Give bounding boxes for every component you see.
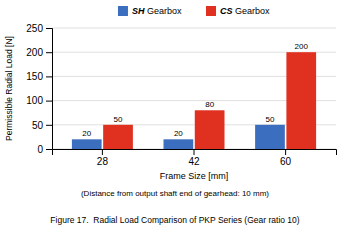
data-labels: 20 20 50 50 80 200 xyxy=(82,42,308,138)
plot: 0 50 100 150 200 250 28 42 60 20 20 50 50 80 200 xyxy=(26,23,336,167)
legend-swatch xyxy=(118,6,128,16)
legend: SH Gearbox CS Gearbox xyxy=(118,6,270,16)
data-label: 200 xyxy=(295,42,309,51)
tick-mark xyxy=(46,76,52,77)
axis-line xyxy=(53,150,337,156)
subtitle: (Distance from output shaft end of gearh… xyxy=(81,189,269,198)
grid xyxy=(52,28,336,149)
tick-mark xyxy=(46,28,52,29)
tick-mark xyxy=(46,52,52,53)
x-axis-title: Frame Size [mm] xyxy=(160,171,229,181)
tick-label: 200 xyxy=(26,47,43,58)
title: Figure 17. Radial Load Comparison of PKP… xyxy=(50,215,299,225)
axis-line xyxy=(46,29,53,150)
x-tick: 60 xyxy=(280,149,292,167)
y-axis-title: Permissible Radial Load [N] xyxy=(4,36,14,141)
tick-mark xyxy=(46,125,52,126)
legend-item: CS Gearbox xyxy=(206,6,270,16)
y-axis: 0 50 100 150 200 250 xyxy=(26,23,52,155)
tick-label: 50 xyxy=(32,120,44,131)
tick-label: 250 xyxy=(26,23,43,34)
data-label: 20 xyxy=(82,129,91,138)
legend-label: CS Gearbox xyxy=(220,6,270,16)
tick-label: 42 xyxy=(188,156,200,167)
bar xyxy=(103,125,133,149)
bar xyxy=(72,139,102,149)
tick-mark xyxy=(46,149,52,150)
tick-mark xyxy=(102,149,103,155)
bar xyxy=(195,110,225,149)
tick-mark xyxy=(285,149,286,155)
bar xyxy=(255,125,285,149)
y-tick: 0 xyxy=(37,144,52,155)
bar xyxy=(163,139,193,149)
data-label: 50 xyxy=(114,115,123,124)
legend-item: SH Gearbox xyxy=(118,6,182,16)
y-tick: 150 xyxy=(26,71,52,82)
data-label: 80 xyxy=(205,100,214,109)
tick-label: 0 xyxy=(37,144,43,155)
tick-label: 28 xyxy=(97,156,109,167)
series xyxy=(72,125,285,149)
y-tick: 50 xyxy=(32,120,52,131)
legend-swatch xyxy=(206,6,216,16)
y-tick: 250 xyxy=(26,23,52,34)
tick-label: 100 xyxy=(26,95,43,106)
series xyxy=(103,52,316,149)
data-label: 20 xyxy=(174,129,183,138)
legend-label: SH Gearbox xyxy=(132,6,182,16)
bar xyxy=(286,52,316,149)
x-tick: 28 xyxy=(97,149,109,167)
bars xyxy=(72,52,316,149)
y-tick: 100 xyxy=(26,95,52,106)
x-tick: 42 xyxy=(188,149,200,167)
chart: 0 50 100 150 200 250 28 42 60 20 20 50 50 80 200 Frame … xyxy=(0,0,350,235)
tick-label: 60 xyxy=(280,156,292,167)
y-tick: 200 xyxy=(26,47,52,58)
x-axis: 28 42 60 xyxy=(53,149,337,167)
tick-label: 150 xyxy=(26,71,43,82)
data-label: 50 xyxy=(266,115,275,124)
tick-mark xyxy=(46,101,52,102)
tick-mark xyxy=(194,149,195,155)
grid-line xyxy=(52,28,336,29)
